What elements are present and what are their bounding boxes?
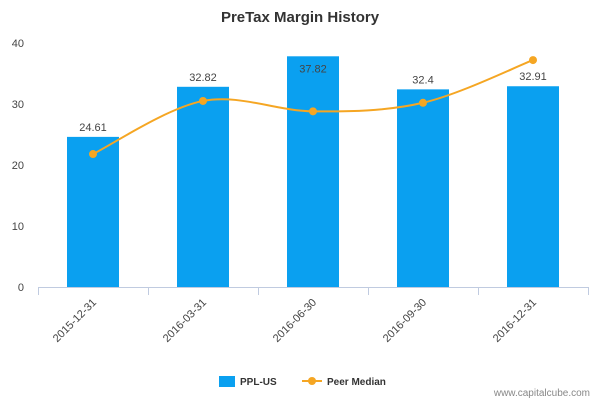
peer-median-point[interactable] (419, 98, 427, 107)
legend-swatch-ppl-us (219, 376, 235, 387)
credit-text: www.capitalcube.com (493, 388, 590, 399)
x-tick-label: 2016-06-30 (271, 297, 319, 345)
bar[interactable] (287, 56, 339, 287)
chart-title: PreTax Margin History (221, 9, 380, 26)
data-label: 24.61 (79, 122, 107, 134)
legend-label-ppl-us[interactable]: PPL-US (240, 377, 277, 388)
x-tick-label: 2016-12-31 (491, 297, 539, 345)
x-tick-label: 2015-12-31 (51, 297, 99, 345)
y-axis: 0 10 20 30 40 (12, 38, 24, 294)
y-tick-label: 30 (12, 99, 24, 111)
legend-marker-peer-median (308, 377, 316, 385)
y-tick-label: 10 (12, 221, 24, 233)
peer-median-point[interactable] (529, 56, 537, 65)
bar[interactable] (67, 136, 119, 287)
x-tick-label: 2016-09-30 (381, 297, 429, 345)
peer-median-point[interactable] (309, 107, 317, 116)
bar[interactable] (507, 86, 559, 288)
bar[interactable] (397, 89, 449, 287)
data-label: 32.91 (519, 71, 547, 83)
data-label: 32.82 (189, 72, 217, 84)
data-label: 32.4 (412, 74, 433, 86)
data-labels: 24.61 32.82 37.82 32.4 32.91 (79, 63, 547, 134)
legend-label-peer-median[interactable]: Peer Median (327, 377, 386, 388)
bar[interactable] (177, 86, 229, 287)
y-tick-label: 40 (12, 38, 24, 50)
peer-median-point[interactable] (199, 96, 207, 105)
legend[interactable]: PPL-US Peer Median (219, 376, 386, 388)
bar-series (67, 56, 559, 288)
peer-median-series (89, 56, 537, 159)
y-tick-label: 20 (12, 160, 24, 172)
data-label: 37.82 (299, 63, 327, 75)
peer-median-point[interactable] (89, 150, 97, 159)
x-axis: 2015-12-31 2016-03-31 2016-06-30 2016-09-30… (38, 287, 589, 345)
y-tick-label: 0 (18, 282, 24, 294)
x-tick-label: 2016-03-31 (161, 297, 209, 345)
